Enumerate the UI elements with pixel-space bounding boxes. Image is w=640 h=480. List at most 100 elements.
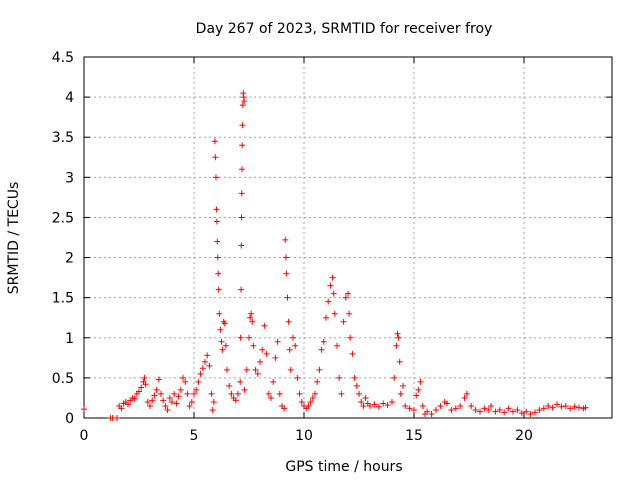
data-point bbox=[582, 404, 589, 411]
data-point bbox=[138, 384, 145, 391]
data-point bbox=[169, 398, 175, 405]
data-point bbox=[188, 398, 195, 405]
y-axis-label: SRMTID / TECUs bbox=[6, 182, 22, 295]
data-point bbox=[567, 405, 574, 412]
data-point bbox=[252, 366, 259, 373]
data-point bbox=[527, 410, 534, 417]
data-point bbox=[558, 403, 565, 410]
data-point bbox=[213, 218, 220, 225]
data-point bbox=[235, 390, 241, 397]
data-point bbox=[214, 254, 221, 261]
data-point bbox=[468, 402, 475, 409]
data-point bbox=[197, 370, 204, 377]
data-point bbox=[347, 334, 354, 341]
x-tick-label: 20 bbox=[515, 428, 533, 444]
data-point bbox=[268, 394, 274, 401]
data-point bbox=[265, 390, 272, 397]
data-point bbox=[338, 390, 345, 397]
data-point bbox=[276, 390, 283, 397]
data-point bbox=[212, 154, 219, 161]
data-point bbox=[218, 338, 225, 345]
y-tick-label: 0 bbox=[65, 411, 74, 427]
data-point bbox=[536, 406, 543, 413]
data-point bbox=[351, 374, 358, 381]
data-point bbox=[238, 214, 245, 221]
data-point bbox=[448, 406, 455, 413]
data-point bbox=[501, 409, 508, 416]
data-point bbox=[391, 374, 398, 381]
data-point bbox=[184, 390, 191, 397]
data-point bbox=[330, 290, 337, 297]
y-tick-label: 1.5 bbox=[52, 291, 74, 307]
x-tick-label: 5 bbox=[190, 428, 199, 444]
data-point bbox=[270, 378, 277, 385]
data-point bbox=[282, 254, 289, 261]
data-point bbox=[237, 334, 244, 341]
data-point bbox=[331, 310, 338, 317]
data-point bbox=[356, 390, 362, 397]
data-point bbox=[162, 402, 169, 409]
x-tick-label: 0 bbox=[80, 428, 89, 444]
data-point bbox=[485, 406, 492, 413]
data-point bbox=[164, 406, 171, 413]
data-point bbox=[433, 406, 439, 413]
data-point bbox=[472, 406, 479, 413]
data-point bbox=[257, 358, 263, 365]
y-tick-label: 3.5 bbox=[52, 130, 74, 146]
data-point bbox=[155, 376, 162, 383]
data-point bbox=[261, 322, 268, 329]
data-point bbox=[274, 338, 281, 345]
data-point bbox=[298, 398, 305, 405]
data-point bbox=[149, 397, 156, 404]
data-point bbox=[461, 394, 468, 401]
chart-title: Day 267 of 2023, SRMTID for receiver fro… bbox=[196, 21, 493, 37]
data-point bbox=[375, 403, 382, 410]
axis-ticks: 0 0.5 1 1.5 2 2.5 3 3.5 4 4.5 0 5 10 15 20 bbox=[52, 50, 612, 444]
data-point bbox=[488, 402, 494, 409]
data-point bbox=[307, 398, 314, 405]
data-point bbox=[81, 406, 87, 413]
data-point bbox=[345, 290, 351, 297]
data-point bbox=[397, 390, 404, 397]
data-point bbox=[318, 346, 325, 353]
data-point bbox=[173, 400, 180, 407]
data-point bbox=[151, 392, 158, 399]
data-point bbox=[562, 402, 569, 409]
data-point bbox=[125, 401, 131, 408]
data-point bbox=[241, 386, 248, 393]
data-point bbox=[463, 390, 470, 397]
data-point bbox=[272, 354, 279, 361]
y-tick-label: 4 bbox=[65, 90, 74, 106]
data-point bbox=[263, 350, 270, 357]
data-point bbox=[286, 346, 293, 353]
data-point bbox=[523, 408, 530, 415]
data-point bbox=[477, 408, 483, 415]
data-point bbox=[182, 378, 189, 385]
data-point bbox=[114, 415, 120, 421]
data-point bbox=[222, 342, 229, 349]
data-point bbox=[393, 342, 400, 349]
data-point bbox=[246, 334, 252, 341]
data-point bbox=[284, 294, 291, 301]
data-point bbox=[210, 398, 217, 405]
data-point bbox=[219, 346, 226, 353]
data-point bbox=[131, 395, 138, 402]
data-point bbox=[250, 342, 257, 349]
data-point bbox=[215, 270, 222, 277]
data-point bbox=[241, 98, 248, 105]
data-point bbox=[342, 294, 349, 301]
data-point bbox=[329, 274, 336, 281]
data-point bbox=[532, 409, 538, 416]
data-point bbox=[238, 242, 245, 249]
data-point bbox=[576, 404, 582, 411]
x-tick-label: 15 bbox=[405, 428, 423, 444]
data-point bbox=[215, 286, 222, 293]
data-point bbox=[175, 393, 182, 400]
data-point bbox=[395, 334, 402, 341]
data-point bbox=[195, 378, 202, 385]
data-point bbox=[496, 406, 503, 413]
data-point bbox=[424, 408, 431, 415]
data-point bbox=[540, 405, 547, 412]
data-point bbox=[340, 318, 347, 325]
data-point bbox=[287, 366, 294, 373]
